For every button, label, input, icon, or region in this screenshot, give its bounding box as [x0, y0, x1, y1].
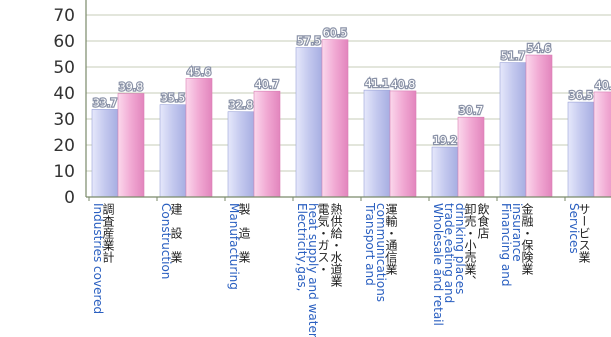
y-tick-label: 10: [53, 162, 75, 182]
bar-series0-3: [295, 47, 323, 198]
y-tick-label: 40: [53, 84, 75, 104]
y-tick-label: 50: [53, 58, 75, 78]
bar-series0-0: [91, 109, 119, 198]
category-en-label: Electricity,gas,: [295, 203, 309, 291]
bar-series1-1: [185, 78, 213, 198]
bar-series0-1: [159, 104, 187, 198]
bar-value-label: 54.6: [527, 42, 552, 55]
bar-series0-7: [567, 101, 595, 198]
bar-value-label: 60.5: [323, 27, 348, 40]
y-tick-label: 0: [64, 188, 75, 208]
category-jp-label: 卸売・小売業、: [463, 202, 477, 287]
category-en-label: Transport and: [363, 202, 377, 286]
bar-value-label: 40.8: [391, 78, 416, 91]
bar-value-label: 40.4: [595, 79, 611, 92]
category-en-label: heat supply and water: [306, 203, 320, 337]
bar-value-label: 30.7: [459, 104, 484, 117]
bar-series0-5: [431, 146, 459, 198]
category-en-label: Services: [567, 203, 581, 254]
bar-series1-7: [593, 91, 611, 198]
y-tick-label: 70: [53, 6, 75, 26]
category-jp-label: 熱供給・水道業: [329, 203, 343, 287]
bar-value-label: 35.5: [161, 92, 186, 105]
category-en-label: Construction: [159, 203, 173, 279]
bar-series1-4: [389, 90, 417, 198]
bar-series1-5: [457, 116, 485, 198]
bar-value-label: 51.7: [501, 50, 526, 63]
category-en-label: Manufacturing: [227, 203, 241, 290]
bar-value-label: 40.7: [255, 78, 280, 91]
category-label: Electricity,gas,heat supply and water電気・…: [295, 203, 343, 337]
category-jp-label: 建 設 業: [169, 203, 183, 263]
bar-value-label: 19.2: [433, 134, 458, 147]
y-tick-label: 60: [53, 32, 75, 52]
category-jp-label: 調査産業計: [101, 203, 115, 263]
bar-series0-4: [363, 89, 391, 198]
category-en-label: drinking places: [453, 203, 467, 294]
category-en-label: insurance: [510, 203, 524, 262]
y-tick-label: 20: [53, 136, 75, 156]
bar-value-label: 41.1: [365, 77, 390, 90]
category-jp-label: 製 造 業: [237, 203, 251, 263]
bar-series1-3: [321, 39, 349, 198]
category-en-label: trade,eating and: [442, 203, 456, 303]
bar-series1-0: [117, 93, 145, 198]
category-jp-label: 飲食店: [476, 202, 490, 239]
bar-series0-6: [499, 62, 527, 198]
bar-value-label: 33.7: [93, 96, 118, 109]
bar-value-label: 45.6: [187, 65, 212, 78]
category-jp-label: 運輸・通信業: [384, 203, 398, 275]
category-en-label: Wholesale and retail: [431, 203, 445, 326]
category-jp-label: 電気・ガス・: [316, 203, 330, 275]
bar-series1-6: [525, 54, 553, 198]
category-en-label: Financing and: [499, 203, 513, 286]
bar-series0-2: [227, 111, 255, 198]
bar-value-label: 39.8: [119, 81, 144, 94]
bar-value-label: 32.8: [229, 99, 254, 112]
category-jp-label: サービス業: [577, 203, 591, 263]
bar-series1-2: [253, 90, 281, 198]
bar-value-label: 57.5: [297, 35, 322, 48]
category-jp-label: 金融・保険業: [520, 202, 534, 275]
y-tick-label: 30: [53, 110, 75, 130]
bar-value-label: 36.5: [569, 89, 594, 102]
category-en-label: Industries covered: [91, 203, 105, 314]
category-en-label: communications: [374, 203, 388, 302]
